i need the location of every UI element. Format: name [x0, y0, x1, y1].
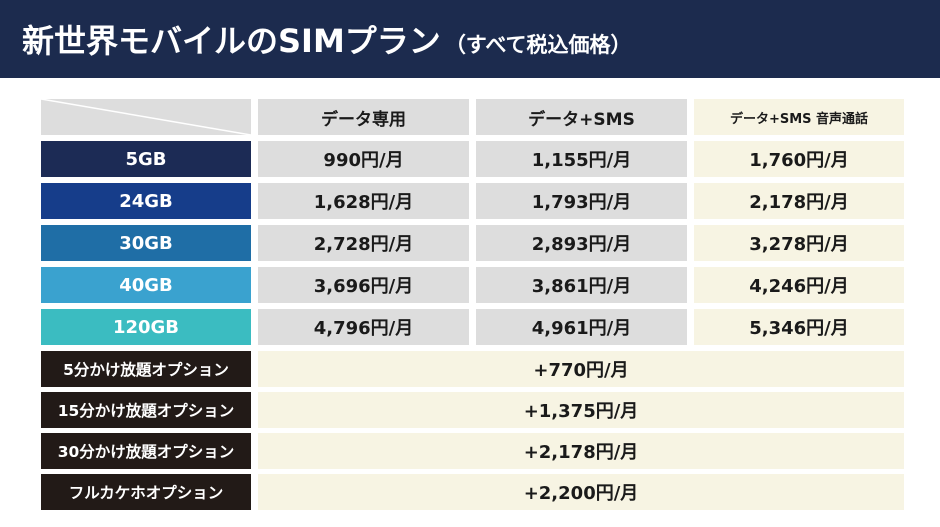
- title-banner: 新世界モバイルのSIMプラン （すべて税込価格）: [0, 0, 940, 78]
- column-header-data-only: データ専用: [258, 99, 469, 135]
- price-cell: 1,155円/月: [476, 141, 687, 177]
- plan-label-24gb: 24GB: [41, 183, 251, 219]
- price-cell: 2,178円/月: [694, 183, 904, 219]
- table-corner-cell: [41, 99, 251, 135]
- plan-label-40gb: 40GB: [41, 267, 251, 303]
- diagonal-divider: [41, 99, 251, 135]
- price-cell: 1,793円/月: [476, 183, 687, 219]
- option-price: +2,178円/月: [258, 433, 904, 469]
- plan-label-120gb: 120GB: [41, 309, 251, 345]
- plan-label-5gb: 5GB: [41, 141, 251, 177]
- column-header-data-sms: データ+SMS: [476, 99, 687, 135]
- price-cell: 4,796円/月: [258, 309, 469, 345]
- price-cell: 3,861円/月: [476, 267, 687, 303]
- price-cell: 4,246円/月: [694, 267, 904, 303]
- price-cell: 990円/月: [258, 141, 469, 177]
- page-title: 新世界モバイルのSIMプラン （すべて税込価格）: [22, 16, 632, 62]
- price-cell: 1,628円/月: [258, 183, 469, 219]
- option-label-30min: 30分かけ放題オプション: [41, 433, 251, 469]
- option-price: +2,200円/月: [258, 474, 904, 510]
- option-price: +770円/月: [258, 351, 904, 387]
- option-label-5min: 5分かけ放題オプション: [41, 351, 251, 387]
- option-price: +1,375円/月: [258, 392, 904, 428]
- price-cell: 3,696円/月: [258, 267, 469, 303]
- column-header-voice: データ+SMS 音声通話: [694, 99, 904, 135]
- plan-label-30gb: 30GB: [41, 225, 251, 261]
- price-cell: 4,961円/月: [476, 309, 687, 345]
- price-cell: 3,278円/月: [694, 225, 904, 261]
- title-main: 新世界モバイルのSIMプラン: [22, 22, 441, 60]
- price-cell: 5,346円/月: [694, 309, 904, 345]
- price-cell: 1,760円/月: [694, 141, 904, 177]
- price-cell: 2,893円/月: [476, 225, 687, 261]
- price-cell: 2,728円/月: [258, 225, 469, 261]
- option-label-15min: 15分かけ放題オプション: [41, 392, 251, 428]
- option-label-full-kakeho: フルカケホオプション: [41, 474, 251, 510]
- title-subtitle: （すべて税込価格）: [444, 33, 632, 57]
